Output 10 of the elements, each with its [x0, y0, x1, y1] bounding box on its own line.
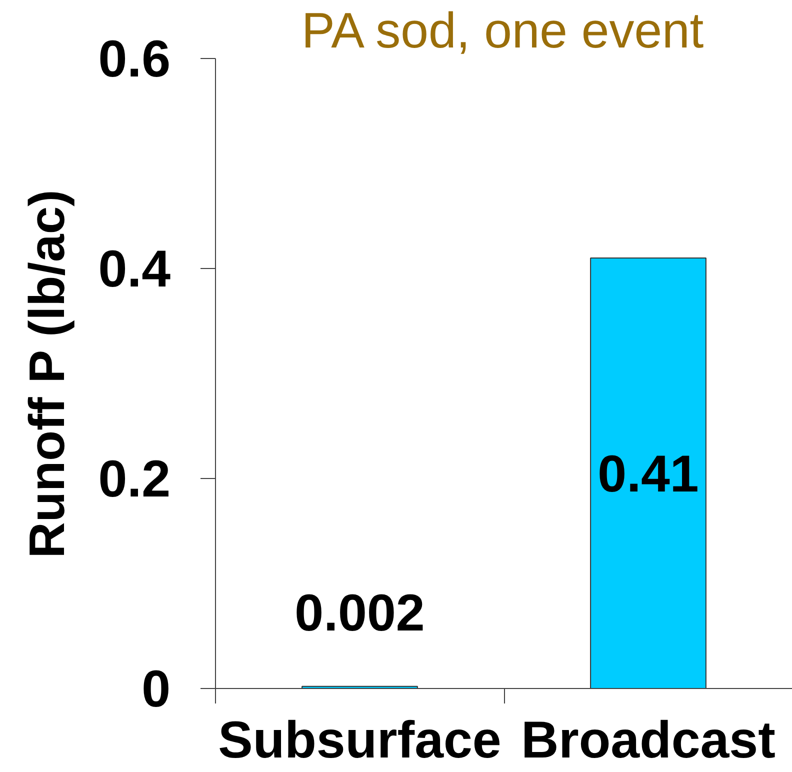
- y-tick-label: 0: [142, 660, 170, 718]
- data-label: 0.002: [294, 584, 425, 642]
- x-tick-label: Subsurface: [218, 712, 502, 770]
- chart-title: PA sod, one event: [302, 2, 704, 58]
- y-tick-label: 0.2: [98, 450, 171, 508]
- data-label: 0.41: [598, 445, 699, 504]
- y-tick-label: 0.6: [98, 30, 171, 88]
- y-tick-label: 0.4: [98, 240, 171, 298]
- y-axis-title: Runoff P (lb/ac): [19, 190, 76, 558]
- x-tick-label: Broadcast: [521, 712, 776, 770]
